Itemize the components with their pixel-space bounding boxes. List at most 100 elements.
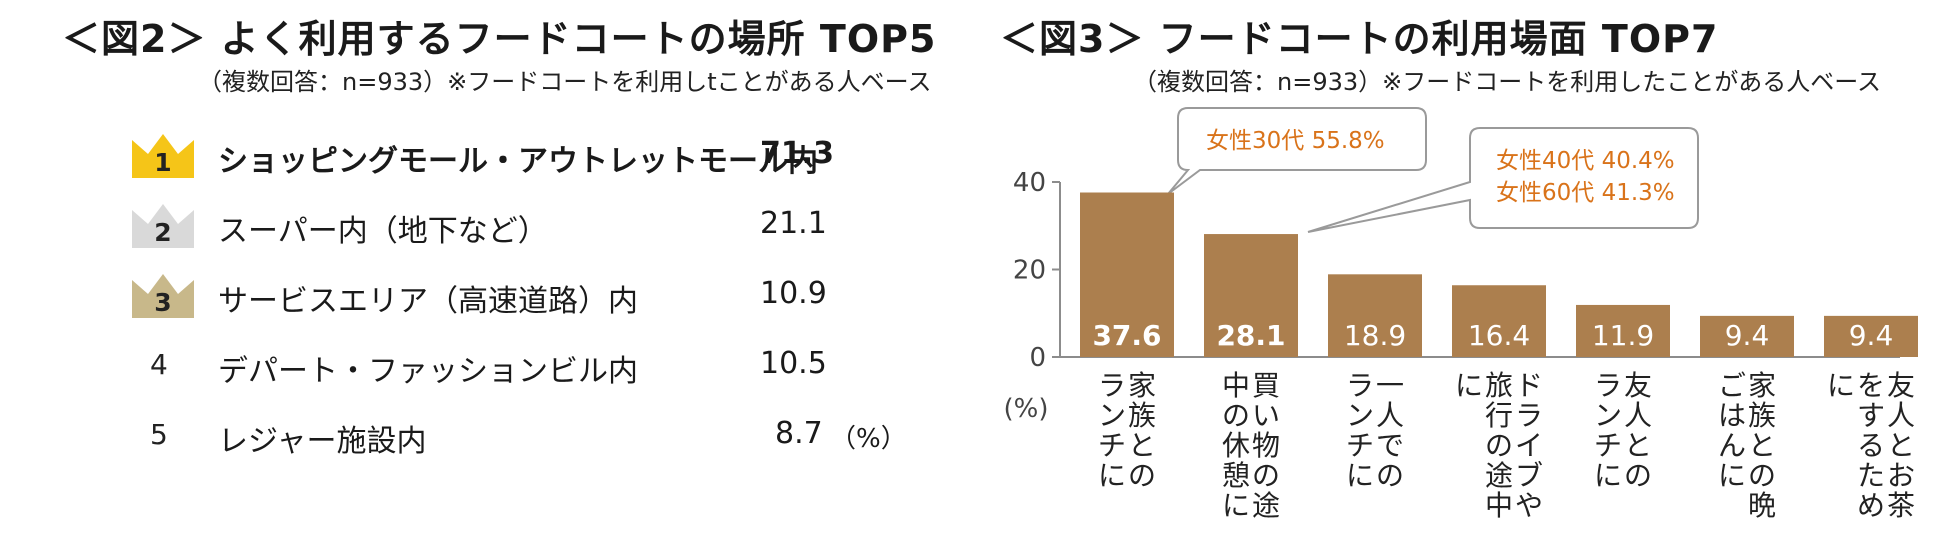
category-label-char: 人 bbox=[1376, 399, 1404, 432]
category-label-char: 族 bbox=[1128, 399, 1156, 432]
category-label-char: と bbox=[1748, 429, 1776, 462]
ranking-row-5: 5 レジャー施設内 8.7 （%） bbox=[130, 410, 907, 464]
callout-text: 女性60代 41.3% bbox=[1496, 180, 1675, 206]
category-label-char: 物 bbox=[1252, 429, 1280, 462]
category-label-char: に bbox=[1455, 369, 1483, 402]
category-label-char: 買 bbox=[1252, 369, 1280, 402]
rank-value: 71.3 bbox=[760, 136, 835, 171]
category-label-char: を bbox=[1857, 369, 1885, 402]
bar bbox=[1204, 234, 1298, 357]
category-label-char: に bbox=[1718, 459, 1746, 492]
bar bbox=[1700, 315, 1794, 357]
ranking-row-3: 3 サービスエリア（高速道路）内 10.9 bbox=[130, 270, 890, 324]
category-label-char: チ bbox=[1346, 429, 1374, 462]
rank-number: 2 bbox=[154, 218, 172, 247]
category-label-char: ご bbox=[1718, 369, 1746, 402]
category-label-char: ド bbox=[1515, 369, 1543, 402]
category-label-char: や bbox=[1515, 489, 1543, 522]
y-tick-label: 40 bbox=[1013, 168, 1046, 198]
category-label-char: チ bbox=[1098, 429, 1126, 462]
category-label-char: で bbox=[1376, 429, 1404, 462]
category-label-char: 途 bbox=[1485, 459, 1513, 492]
bar-value-label: 18.9 bbox=[1344, 319, 1406, 352]
callout-box-1 bbox=[1167, 107, 1427, 195]
category-label-char: 途 bbox=[1252, 489, 1280, 522]
rank-number: 1 bbox=[154, 148, 172, 177]
category-label-char: 友 bbox=[1887, 369, 1915, 402]
category-label-char: に bbox=[1594, 459, 1622, 492]
y-axis-unit-label: (%) bbox=[1004, 394, 1049, 424]
callout-box-2 bbox=[1307, 127, 1699, 233]
category-label-char: に bbox=[1098, 459, 1126, 492]
gold-crown-icon: 1 bbox=[130, 130, 196, 180]
bar-value-label: 16.4 bbox=[1468, 319, 1530, 352]
category-label-char: の bbox=[1128, 459, 1156, 492]
category-label-char: に bbox=[1827, 369, 1855, 402]
rank-value: 8.7 bbox=[775, 416, 823, 451]
silver-crown-icon: 2 bbox=[130, 200, 196, 250]
category-label-char: の bbox=[1748, 459, 1776, 492]
y-tick-label: 20 bbox=[1013, 256, 1046, 286]
category-label-char: ラ bbox=[1346, 369, 1374, 402]
category-label-char: チ bbox=[1594, 429, 1622, 462]
callout-text: 女性40代 40.4% bbox=[1496, 148, 1675, 174]
bar bbox=[1080, 192, 1174, 357]
callout-text: 女性30代 55.8% bbox=[1206, 128, 1385, 154]
category-label-char: は bbox=[1718, 399, 1746, 432]
category-label-char: 茶 bbox=[1887, 489, 1915, 522]
category-label-char: ブ bbox=[1515, 459, 1543, 492]
category-label-char: 旅 bbox=[1485, 369, 1513, 402]
callout-pointer-2 bbox=[1310, 228, 1450, 248]
category-label-char: 人 bbox=[1887, 399, 1915, 432]
rank-number: 5 bbox=[150, 418, 168, 451]
rank-label: ショッピングモール・アウトレットモール内 bbox=[218, 144, 818, 179]
rank-value: 10.5 bbox=[760, 346, 827, 381]
bar-value-label: 9.4 bbox=[1849, 319, 1894, 352]
rank-number: 3 bbox=[154, 288, 172, 317]
bars: 37.6家族とのランチに28.1買い物の途中の休憩に18.9一人でのランチに16… bbox=[1080, 192, 1918, 522]
category-label-char: の bbox=[1485, 429, 1513, 462]
category-label-char: ラ bbox=[1594, 369, 1622, 402]
category-label-char: と bbox=[1624, 429, 1652, 462]
ranking-row-4: 4 デパート・ファッションビル内 10.5 bbox=[130, 340, 890, 394]
category-label-char: 家 bbox=[1748, 369, 1776, 402]
rank-value: 10.9 bbox=[760, 276, 827, 311]
ranking-row-2: 2 スーパー内（地下など） 21.1 bbox=[130, 200, 890, 254]
bar-chart: 女性30代 55.8% 女性40代 40.4% 女性60代 41.3% 0 20 40 (… bbox=[1004, 107, 1918, 522]
rank-label: スーパー内（地下など） bbox=[218, 214, 548, 249]
y-tick-label: 0 bbox=[1029, 343, 1046, 373]
category-label-char: ラ bbox=[1098, 369, 1126, 402]
left-chart-title: ＜図2＞ よく利用するフードコートの場所 TOP5 bbox=[62, 17, 937, 61]
category-label-char: 休 bbox=[1222, 429, 1250, 462]
bar-value-label: 11.9 bbox=[1592, 319, 1654, 352]
category-label-char: の bbox=[1222, 399, 1250, 432]
category-label-char: め bbox=[1857, 489, 1885, 522]
bar bbox=[1452, 285, 1546, 357]
category-label-char: に bbox=[1346, 459, 1374, 492]
bronze-crown-icon: 3 bbox=[130, 270, 196, 320]
category-label-char: と bbox=[1128, 429, 1156, 462]
category-label-char: と bbox=[1887, 429, 1915, 462]
category-label-char: の bbox=[1252, 459, 1280, 492]
category-label-char: 一 bbox=[1376, 369, 1404, 402]
category-label-char: 族 bbox=[1748, 399, 1776, 432]
unit-label: （%） bbox=[830, 424, 907, 454]
rank-label: レジャー施設内 bbox=[218, 424, 427, 459]
category-label-char: ラ bbox=[1515, 399, 1543, 432]
rank-value: 21.1 bbox=[760, 206, 827, 241]
rank-number: 4 bbox=[150, 348, 168, 381]
category-label-char: イ bbox=[1515, 429, 1543, 462]
category-label-char: す bbox=[1857, 399, 1885, 432]
category-label-char: ン bbox=[1346, 399, 1374, 432]
category-label-char: 中 bbox=[1485, 489, 1513, 522]
category-label-char: 憩 bbox=[1222, 459, 1250, 492]
bar bbox=[1328, 274, 1422, 357]
callouts: 女性30代 55.8% 女性40代 40.4% 女性60代 41.3% bbox=[1167, 107, 1699, 248]
category-label-char: ン bbox=[1098, 399, 1126, 432]
bar-value-label: 28.1 bbox=[1216, 319, 1285, 352]
left-chart-subtitle: （複数回答：n=933）※フードコートを利用しtことがある人ベース bbox=[198, 68, 932, 96]
category-label-char: お bbox=[1887, 459, 1915, 492]
category-label-char: の bbox=[1624, 459, 1652, 492]
category-label-char: ン bbox=[1594, 399, 1622, 432]
rank-label: デパート・ファッションビル内 bbox=[218, 354, 638, 389]
